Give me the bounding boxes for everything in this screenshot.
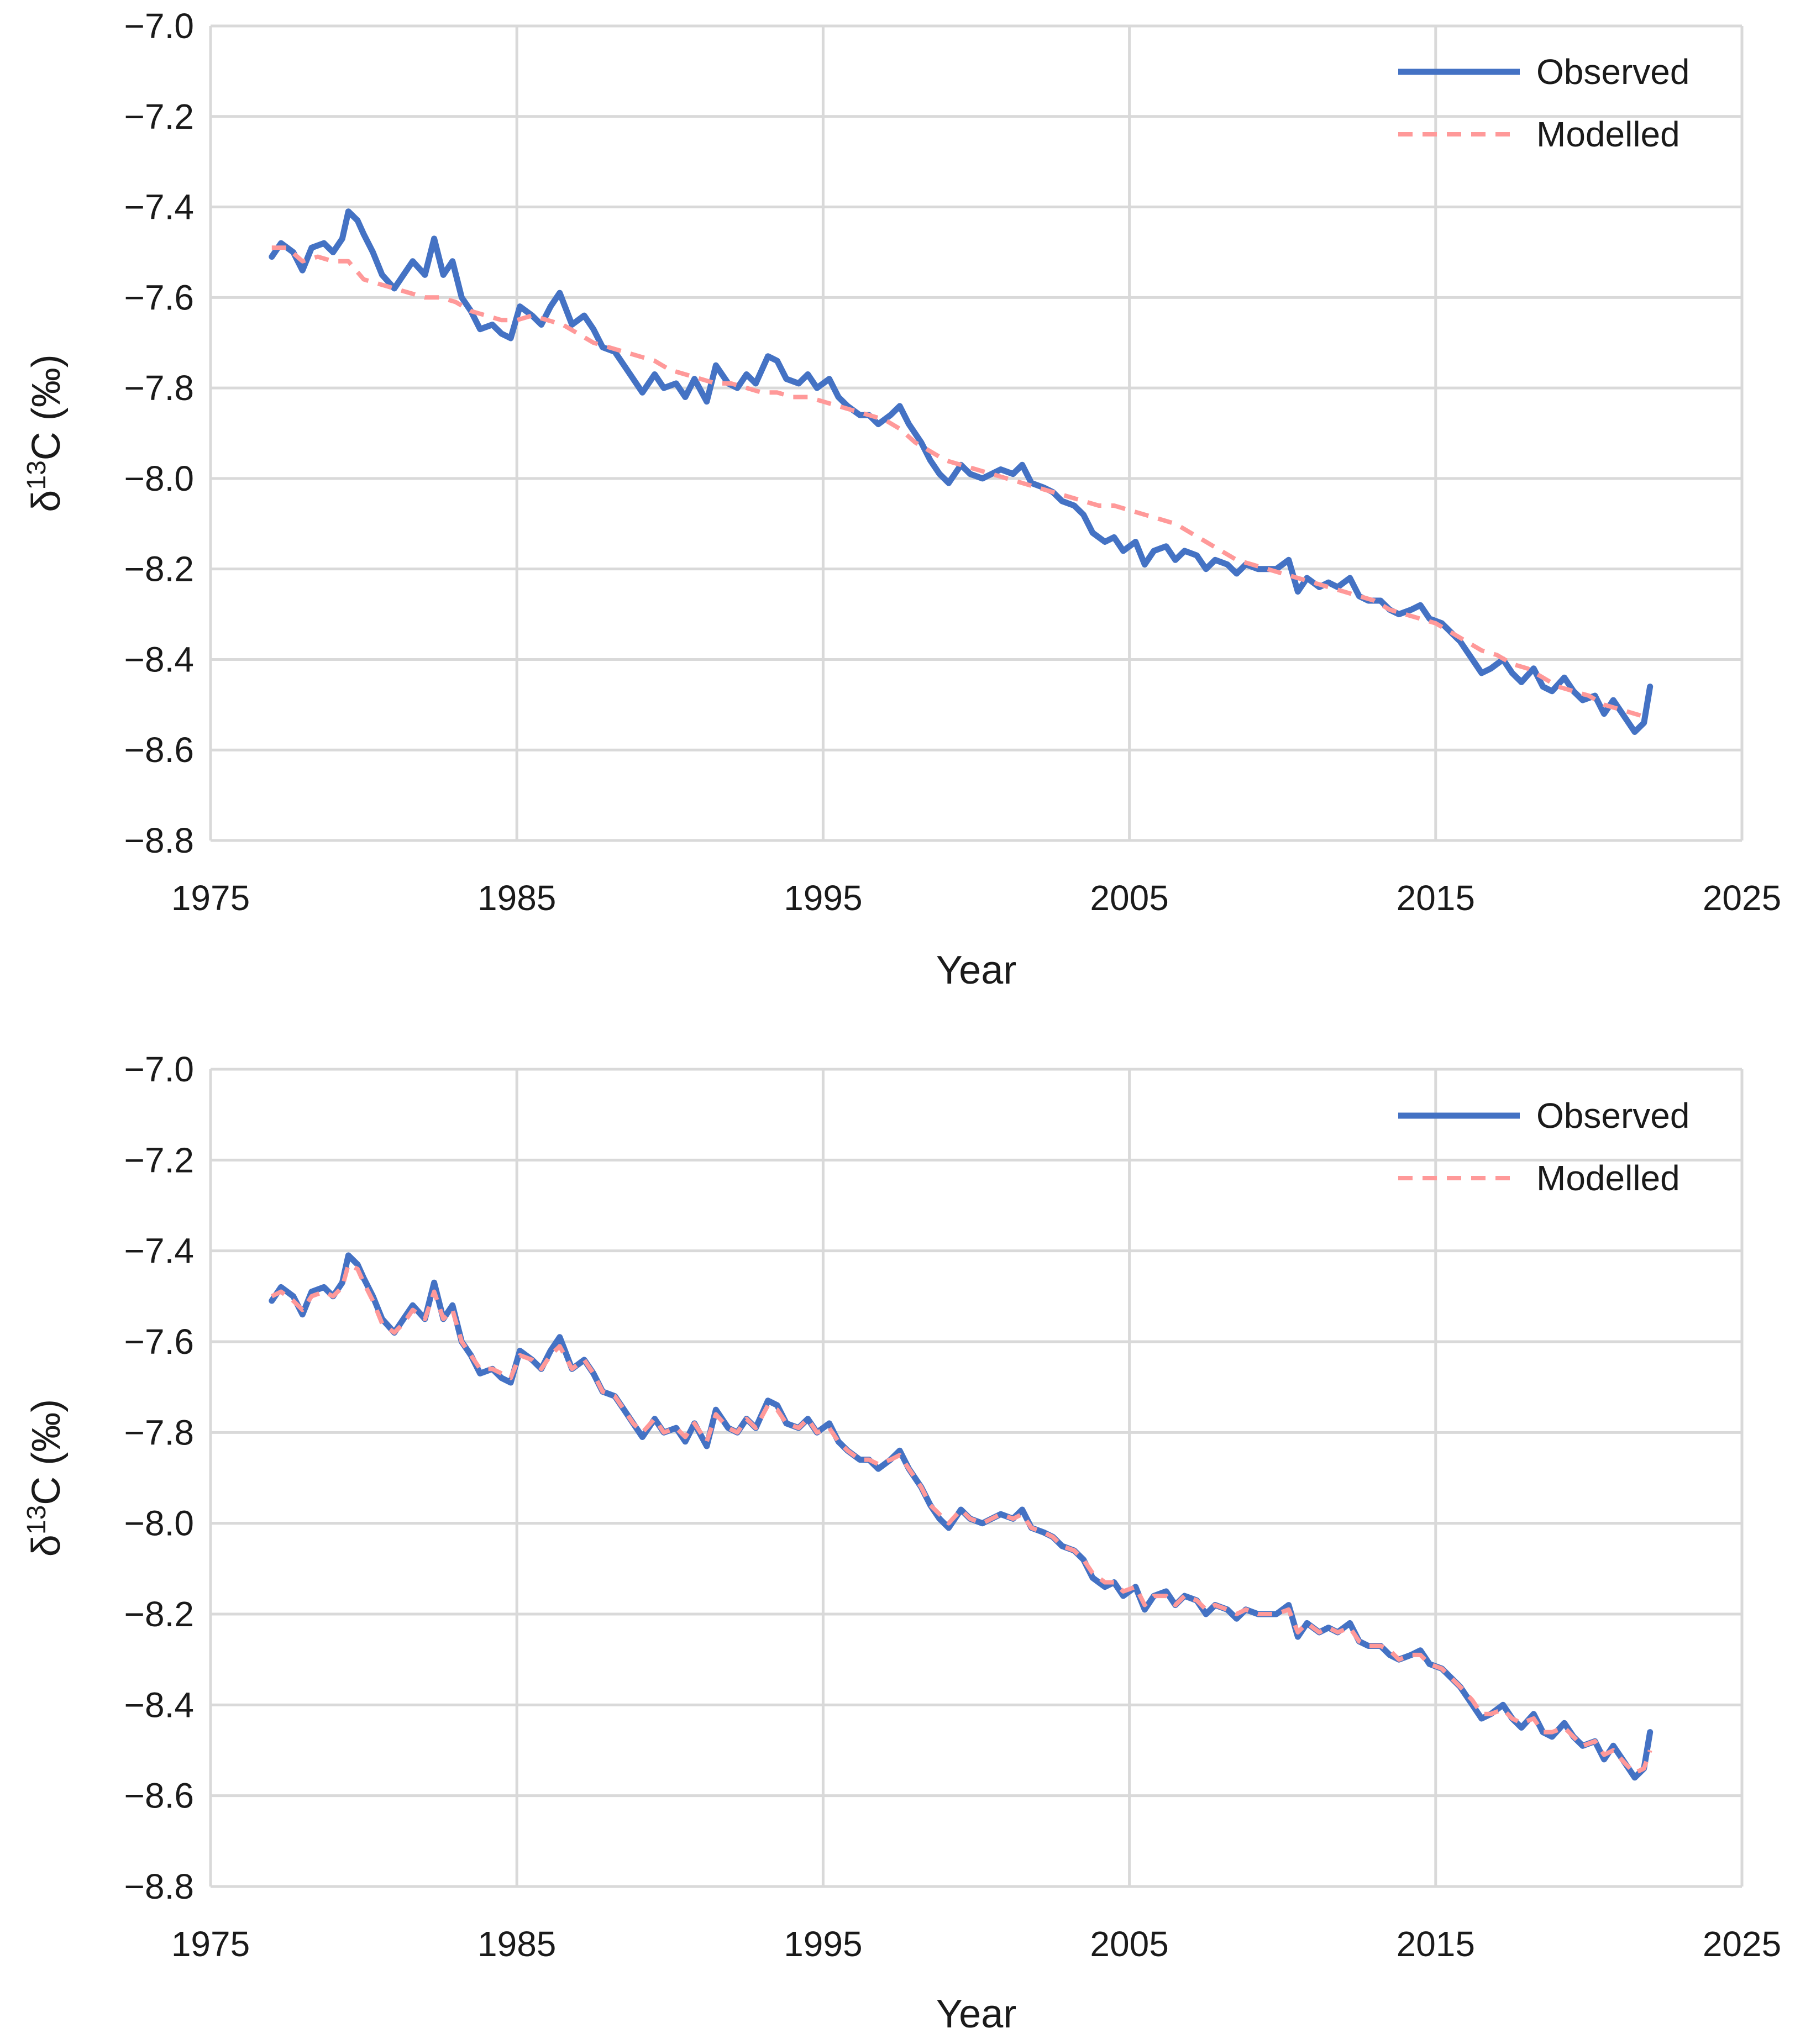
x-tick-label: 2025 [1703,1924,1781,1964]
y-tick-label: −7.4 [124,1231,194,1271]
x-axis-title: Year [936,1992,1016,2036]
legend: Observed Modelled [1398,52,1689,154]
x-tick-label: 1995 [784,1924,862,1964]
y-tick-label: −7.2 [124,1140,194,1180]
x-tick-label: 2025 [1703,878,1781,918]
y-tick-label: −8.2 [124,549,194,589]
series-line-observed [269,208,1654,735]
series-group [269,208,1654,735]
chart-bottom: −7.0 −7.2 −7.4 −7.6 −7.8 −8.0 −8.2 −8.4 −8.6 −8.8… [0,1022,1795,2044]
y-axis-title: δ13C (‰) [22,1399,69,1557]
y-tick-label: −7.2 [124,97,194,136]
y-axis-title-superscript: 13 [22,460,51,490]
y-tick-label: −8.6 [124,1776,194,1816]
series-line-modelled [271,1262,1652,1775]
y-tick-label: −8.4 [124,639,194,679]
x-tick-label: 2015 [1397,878,1475,918]
y-tick-label: −7.0 [124,6,194,46]
y-tick-label: −8.8 [124,821,194,860]
y-tick-label: −8.0 [124,1504,194,1543]
x-tick-label: 2005 [1090,1924,1168,1964]
x-tick-label: 2015 [1397,1924,1475,1964]
x-tick-label: 1985 [477,878,556,918]
y-tick-label: −8.0 [124,459,194,498]
legend: Observed Modelled [1398,1096,1689,1198]
y-axis-title-suffix: C (‰) [24,1399,69,1505]
series-line-observed [269,1252,1654,1781]
y-tick-label: −7.6 [124,277,194,317]
x-tick-label: 2005 [1090,878,1168,918]
chart-svg: −7.0 −7.2 −7.4 −7.6 −7.8 −8.0 −8.2 −8.4 −8.6 −8.8… [22,6,1781,992]
y-tick-label: −7.8 [124,368,194,408]
y-axis-title: δ13C (‰) [22,354,69,512]
legend-label-modelled: Modelled [1536,1158,1680,1198]
y-tick-label: −7.0 [124,1049,194,1089]
y-axis-title-prefix: δ [24,1535,69,1557]
legend-label-observed: Observed [1536,52,1689,92]
x-tick-label: 1975 [171,878,250,918]
y-tick-label: −7.4 [124,187,194,227]
x-tick-label: 1975 [171,1924,250,1964]
x-axis-title: Year [936,948,1016,992]
y-tick-label: −8.6 [124,730,194,770]
y-tick-label: −7.8 [124,1412,194,1452]
x-tick-label: 1995 [784,878,862,918]
y-axis-title-prefix: δ [24,490,69,512]
legend-label-modelled: Modelled [1536,114,1680,154]
y-axis-title-suffix: C (‰) [24,354,69,460]
x-tick-label: 1985 [477,1924,556,1964]
legend-label-observed: Observed [1536,1096,1689,1136]
y-tick-label: −8.2 [124,1594,194,1634]
y-axis-title-superscript: 13 [22,1505,51,1535]
series-line-modelled [271,245,1651,721]
chart-top: −7.0 −7.2 −7.4 −7.6 −7.8 −8.0 −8.2 −8.4 −8.6 −8.8… [22,6,1781,992]
y-tick-label: −8.8 [124,1867,194,1906]
y-tick-label: −8.4 [124,1685,194,1725]
chart-svg: −7.0 −7.2 −7.4 −7.6 −7.8 −8.0 −8.2 −8.4 −8.6 −8.8… [22,1049,1781,2036]
series-group [269,1252,1654,1781]
y-tick-label: −7.6 [124,1322,194,1362]
